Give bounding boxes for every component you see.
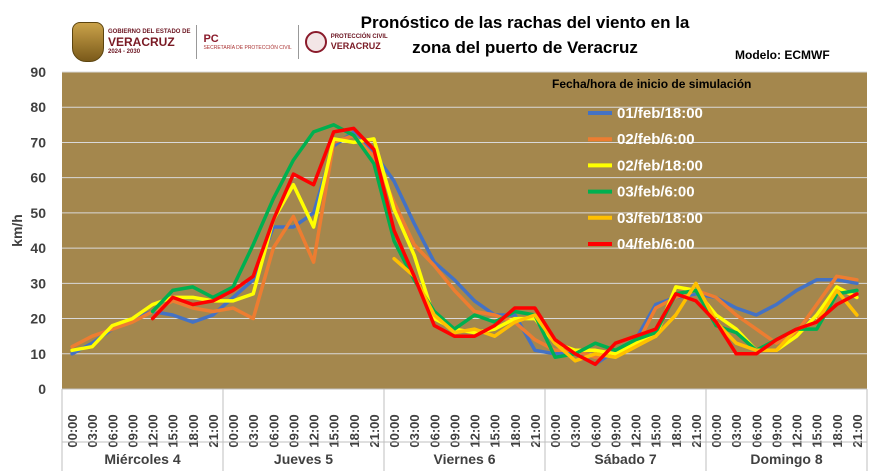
y-tick-label: 50 <box>30 205 46 221</box>
legend-entry: 04/feb/6:00 <box>617 236 695 253</box>
x-tick-label: 06:00 <box>588 414 603 447</box>
x-tick-label: 18:00 <box>347 414 362 447</box>
x-tick-label: 06:00 <box>427 414 442 447</box>
state-seal-icon <box>72 22 104 62</box>
x-tick-label: 06:00 <box>105 414 120 447</box>
series-lines <box>70 123 859 367</box>
gridlines <box>62 71 867 390</box>
x-tick-label: 21:00 <box>367 414 382 447</box>
x-tick-label: 00:00 <box>548 414 563 447</box>
x-tick-label: 00:00 <box>387 414 402 447</box>
legend-entry: 02/feb/18:00 <box>617 157 703 174</box>
logo-divider <box>196 25 198 59</box>
model-label: Modelo: ECMWF <box>735 48 830 62</box>
header-logos: GOBIERNO DEL ESTADO DE VERACRUZ 2024 - 2… <box>72 20 388 64</box>
day-label: Domingo 8 <box>750 451 823 467</box>
x-tick-label: 06:00 <box>266 414 281 447</box>
x-tick-label: 00:00 <box>65 414 80 447</box>
x-tick-label: 15:00 <box>327 414 342 447</box>
x-tick-label: 15:00 <box>810 414 825 447</box>
day-label: Miércoles 4 <box>104 451 180 467</box>
x-tick-label: 18:00 <box>669 414 684 447</box>
x-tick-label: 03:00 <box>407 414 422 447</box>
x-tick-label: 06:00 <box>749 414 764 447</box>
y-axis-label: km/h <box>9 214 25 247</box>
legend-title: Fecha/hora de inicio de simulación <box>552 77 751 91</box>
x-tick-label: 09:00 <box>125 414 140 447</box>
x-tick-label: 12:00 <box>790 414 805 447</box>
x-tick-label: 12:00 <box>629 414 644 447</box>
day-label: Sábado 7 <box>594 451 656 467</box>
y-tick-label: 60 <box>30 170 46 186</box>
x-tick-label: 09:00 <box>608 414 623 447</box>
x-tick-label: 12:00 <box>146 414 161 447</box>
x-tick-label: 09:00 <box>769 414 784 447</box>
x-axis: 00:00 03:00 06:00 09:00 12:00 15:00 18:00 21:00… <box>61 388 868 471</box>
x-tick-label: 18:00 <box>186 414 201 447</box>
logo-pc-text: PC <box>203 32 219 45</box>
chart-title: Pronóstico de las rachas del viento en l… <box>310 10 740 60</box>
logo-pc2-small-text: PROTECCIÓN CIVIL <box>330 33 388 40</box>
logo-gov-years: 2024 - 2030 <box>108 48 141 55</box>
legend-entry: 03/feb/18:00 <box>617 210 703 227</box>
y-tick-label: 10 <box>30 346 46 362</box>
x-tick-label: 21:00 <box>850 414 865 447</box>
logo-pc2-big-text: VERACRUZ <box>330 40 381 51</box>
chart-title-line1: Pronóstico de las rachas del viento en l… <box>360 13 690 32</box>
logo-gov-big-text: VERACRUZ <box>108 34 175 49</box>
logo-pc-subtext: SECRETARÍA DE PROTECCIÓN CIVIL <box>203 44 292 51</box>
x-tick-label: 15:00 <box>166 414 181 447</box>
chart-title-line2: zona del puerto de Veracruz <box>412 38 638 57</box>
series-line <box>150 126 859 367</box>
x-tick-label: 15:00 <box>649 414 664 447</box>
day-label: Jueves 5 <box>274 451 333 467</box>
veracruz-government-logo: GOBIERNO DEL ESTADO DE VERACRUZ 2024 - 2… <box>72 22 190 62</box>
x-tick-label: 12:00 <box>468 414 483 447</box>
y-tick-label: 0 <box>38 381 46 397</box>
x-tick-label: 03:00 <box>85 414 100 447</box>
x-tick-label: 12:00 <box>307 414 322 447</box>
y-tick-label: 30 <box>30 275 46 291</box>
legend-entry: 03/feb/6:00 <box>617 184 695 201</box>
x-tick-label: 09:00 <box>286 414 301 447</box>
day-label: Viernes 6 <box>433 451 495 467</box>
x-tick-label: 03:00 <box>246 414 261 447</box>
series-line <box>70 133 859 360</box>
x-tick-label: 15:00 <box>488 414 503 447</box>
logo-divider <box>297 25 299 59</box>
x-tick-label: 21:00 <box>689 414 704 447</box>
x-tick-label: 03:00 <box>729 414 744 447</box>
x-tick-label: 09:00 <box>447 414 462 447</box>
protection-civil-logo: PC SECRETARÍA DE PROTECCIÓN CIVIL <box>203 32 292 51</box>
x-tick-label: 03:00 <box>568 414 583 447</box>
y-axis-ticks: 0 10 20 30 40 50 60 70 80 90 <box>30 64 46 397</box>
y-tick-label: 40 <box>30 240 46 256</box>
series-line <box>70 130 859 367</box>
legend: 01/feb/18:00 02/feb/6:00 02/feb/18:00 03/fe… <box>588 105 703 253</box>
y-tick-label: 80 <box>30 99 46 115</box>
legend-entry: 02/feb/6:00 <box>617 131 695 148</box>
x-tick-label: 21:00 <box>206 414 221 447</box>
x-tick-label: 00:00 <box>709 414 724 447</box>
x-tick-label: 18:00 <box>830 414 845 447</box>
pc-seal-icon <box>304 31 327 53</box>
logo-gov-small-text: GOBIERNO DEL ESTADO DE <box>108 28 191 35</box>
x-tick-label: 00:00 <box>226 414 241 447</box>
y-tick-label: 90 <box>30 64 46 80</box>
pc-veracruz-logo: PROTECCIÓN CIVIL VERACRUZ <box>304 31 388 53</box>
x-tick-label: 18:00 <box>508 414 523 447</box>
legend-entry: 01/feb/18:00 <box>617 105 703 122</box>
x-tick-label: 21:00 <box>528 414 543 447</box>
y-tick-label: 20 <box>30 311 46 327</box>
series-line <box>392 256 859 363</box>
y-tick-label: 70 <box>30 134 46 150</box>
